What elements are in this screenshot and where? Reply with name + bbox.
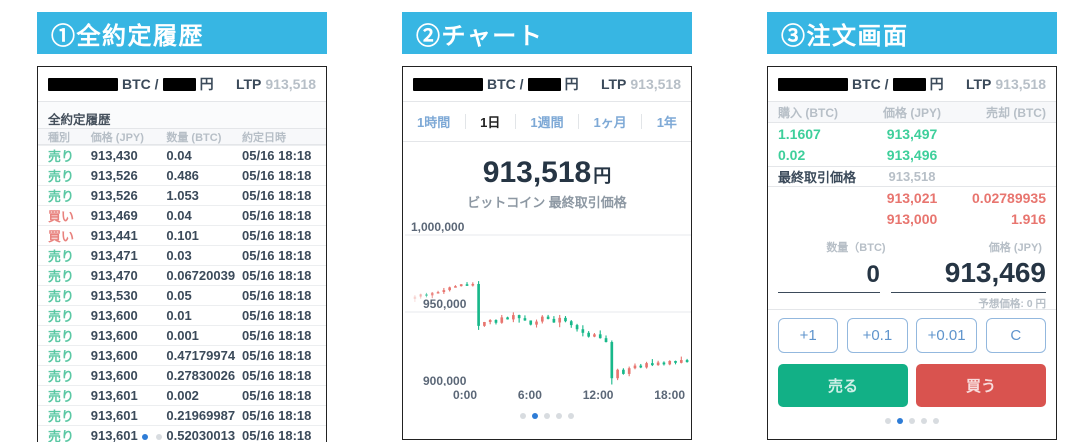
svg-text:900,000: 900,000 bbox=[423, 374, 467, 386]
svg-text:1,000,000: 1,000,000 bbox=[411, 221, 465, 234]
svg-text:950,000: 950,000 bbox=[423, 297, 467, 311]
